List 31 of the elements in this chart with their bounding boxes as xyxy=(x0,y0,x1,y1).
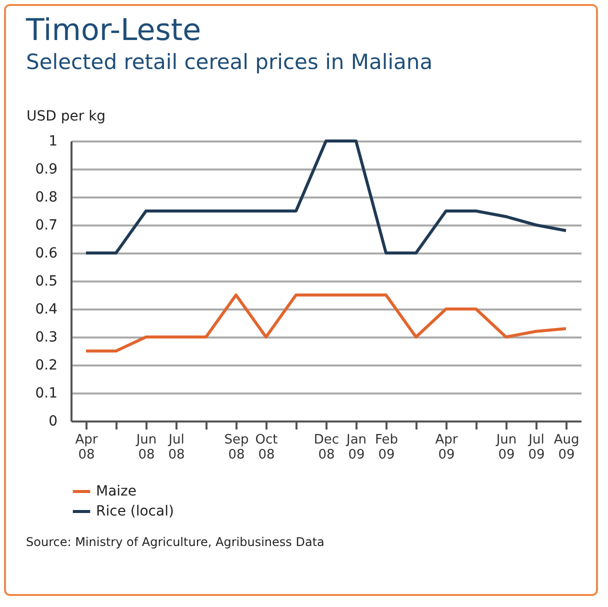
x-tick-label: Jun 09 xyxy=(495,432,517,462)
legend-label: Rice (local) xyxy=(96,504,174,520)
chart-subtitle: Selected retail cereal prices in Maliana xyxy=(26,50,433,74)
y-tick-label: 0.2 xyxy=(35,358,58,374)
y-tick-label: 0.4 xyxy=(35,302,58,318)
chart-title: Timor-Leste xyxy=(25,13,202,48)
y-axis-title: USD per kg xyxy=(26,108,106,124)
y-tick-label: 0.8 xyxy=(35,190,58,206)
x-tick-label: Sep 08 xyxy=(224,432,249,462)
legend-label: Maize xyxy=(96,484,137,500)
x-tick-label: Oct 08 xyxy=(255,432,278,462)
line-series xyxy=(84,140,568,254)
x-tick-label: Jul 08 xyxy=(168,432,185,462)
y-tick-label: 0.5 xyxy=(35,274,58,290)
line-series xyxy=(84,294,568,352)
x-tick-label: Dec 08 xyxy=(314,432,340,462)
x-tick-label: Feb 09 xyxy=(374,432,398,462)
y-tick-label: 0.7 xyxy=(35,218,58,234)
x-tick-label: Apr 09 xyxy=(435,432,458,462)
x-tick-label: Jan 09 xyxy=(345,432,367,462)
source-note: Source: Ministry of Agriculture, Agribusiness Data xyxy=(26,535,326,549)
y-tick-label: 1 xyxy=(48,134,58,150)
y-tick-label: 0 xyxy=(48,414,58,430)
y-tick-label: 0.6 xyxy=(35,246,58,262)
y-tick-label: 0.9 xyxy=(35,162,58,178)
y-tick-label: 0.3 xyxy=(35,330,58,346)
y-tick-label: 0.1 xyxy=(35,386,58,402)
x-tick-label: Apr 08 xyxy=(75,432,98,462)
x-tick-label: Jun 08 xyxy=(135,432,157,462)
x-tick-label: Jul 09 xyxy=(528,432,545,462)
x-tick-label: Aug 09 xyxy=(554,432,580,462)
